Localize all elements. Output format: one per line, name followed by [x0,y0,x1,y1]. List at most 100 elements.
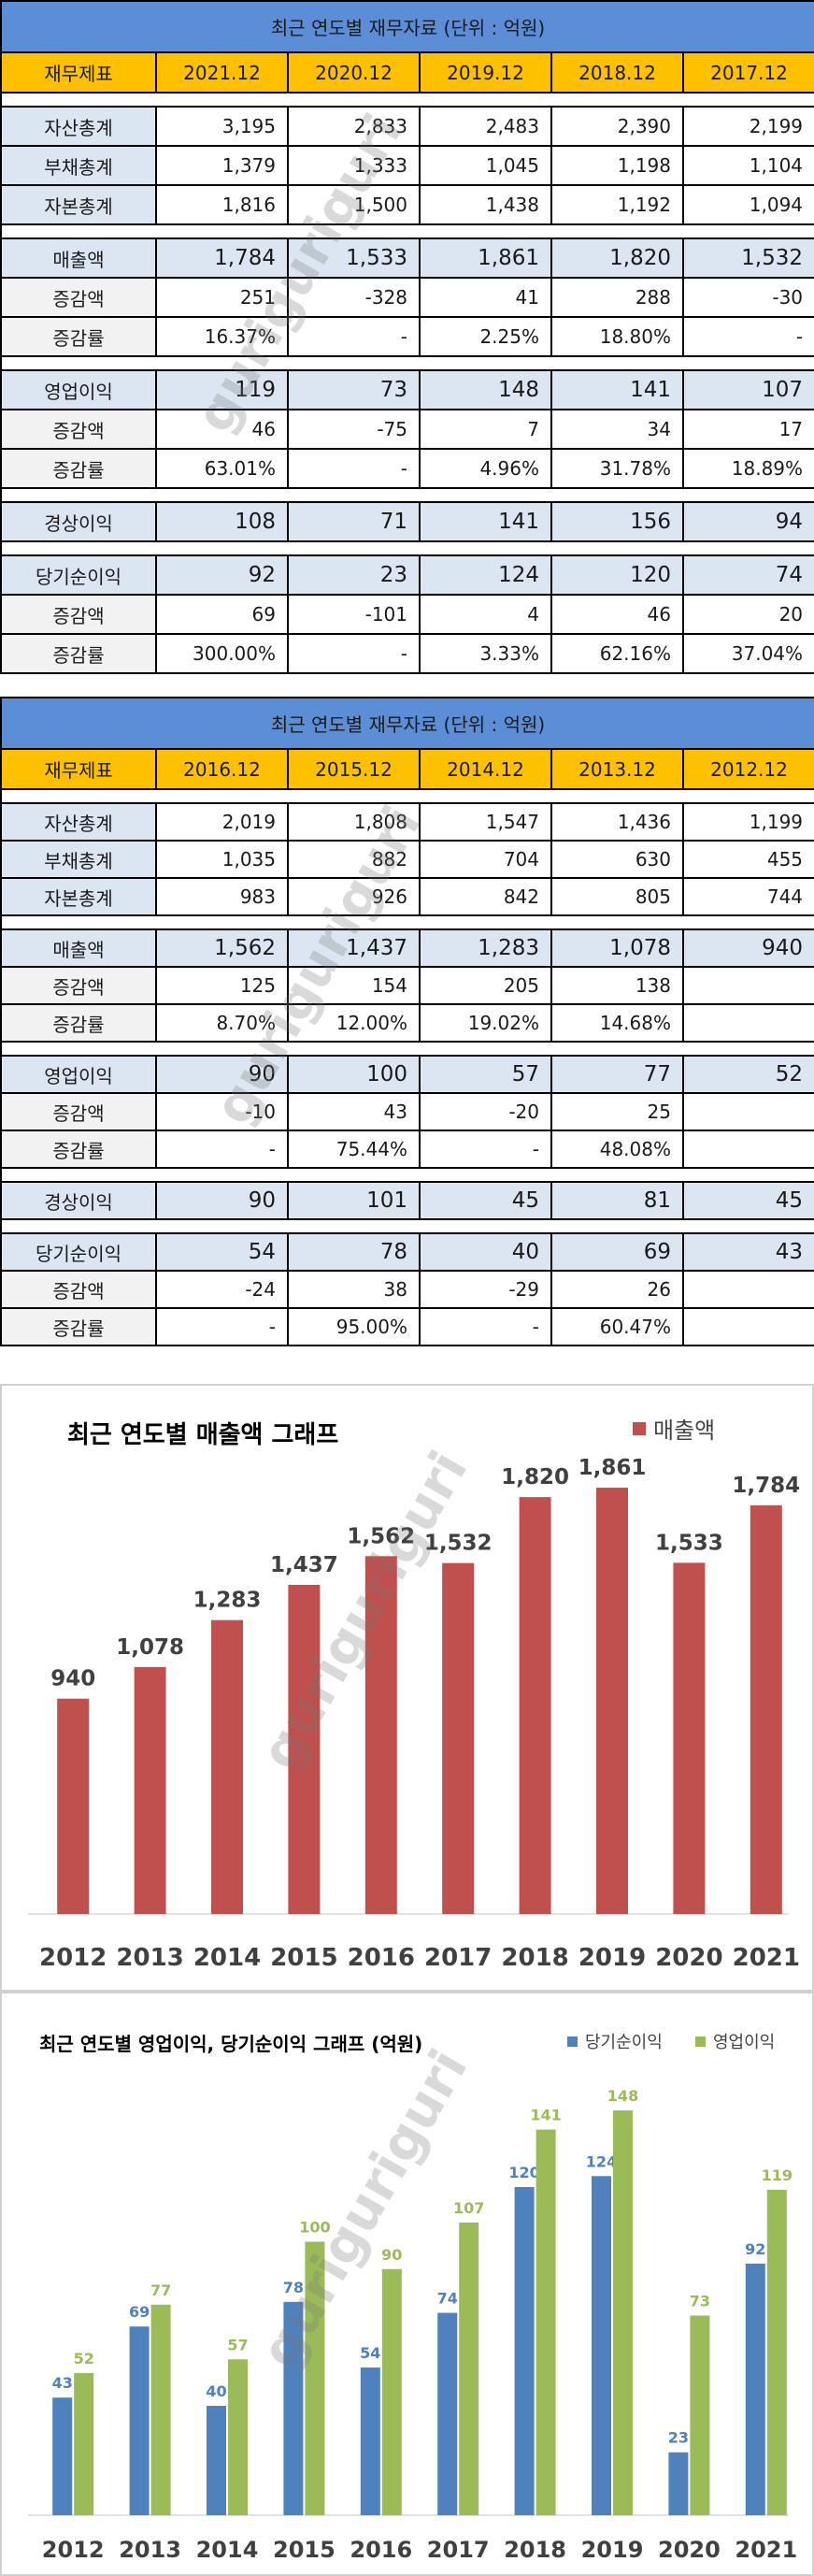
data-label: 54 [360,2344,380,2362]
row-gap [0,1218,814,1234]
cell-value: 19.02% [419,1003,552,1043]
cell-value: 43 [681,1232,814,1272]
row-label: 매출액 [0,928,157,968]
cell-value: 2,019 [155,802,289,842]
cell-value: 71 [287,501,421,542]
cell-value: 455 [681,840,814,879]
data-label: 69 [129,2303,150,2321]
cell-value: 882 [287,840,421,879]
cell-value: -30 [681,277,814,318]
cell-value: 1,379 [155,145,289,186]
table-row: 증감률 8.70% 12.00% 19.02% 14.68% [0,1003,814,1043]
net-income-legend-swatch [567,2036,578,2047]
cell-value: - [287,633,421,674]
cell-value: 90 [155,1181,289,1220]
table-row: 자본총계 983 926 842 805 744 [0,877,814,916]
cell-value: 48.08% [550,1130,684,1169]
header-year: 2019.12 [419,51,552,94]
x-tick-label: 2017 [424,1944,492,1972]
cell-value [681,1307,814,1346]
cell-value: 1,547 [419,802,552,842]
row-label: 증감률 [0,1130,157,1169]
cell-value: 2,390 [550,106,684,147]
cell-value: -24 [155,1270,289,1309]
cell-value: 1,436 [550,802,684,842]
header-year: 2015.12 [287,748,421,790]
cell-value: 16.37% [155,316,289,357]
bar [442,1562,475,1914]
cell-value: 1,192 [550,184,684,225]
cell-value: 251 [155,277,289,318]
row-label: 자본총계 [0,184,157,225]
data-label: 92 [745,2240,765,2258]
cell-value: 12.00% [287,1003,421,1043]
header-year: 2014.12 [419,748,552,790]
cell-value: 26 [550,1270,684,1309]
cell-value: 100 [287,1055,421,1094]
operating-income-bar [690,2315,710,2515]
table-row: 경상이익 108 71 141 156 94 [0,501,814,542]
net-income-bar [52,2397,73,2515]
header-year: 2016.12 [155,748,289,790]
row-label: 증감액 [0,409,157,450]
row-label: 경상이익 [0,1181,157,1220]
table-row: 증감액 -10 43 -20 25 [0,1092,814,1131]
cell-value: 63.01% [155,448,289,489]
header-year: 2021.12 [155,51,289,94]
cell-value: 57 [419,1055,552,1094]
data-label: 40 [206,2382,226,2400]
cell-value: 23 [287,554,421,596]
bar [134,1666,166,1914]
row-label: 증감액 [0,966,157,1005]
cell-value: 107 [681,369,814,410]
row-label: 증감액 [0,1270,157,1309]
operating-income-bar [536,2129,556,2515]
cell-value: 45 [681,1181,814,1220]
table-row: 증감률 -95.00% -60.47% [0,1307,814,1346]
cell-value: 3.33% [419,633,552,674]
cell-value: 300.00% [155,633,289,674]
table-row: 증감률 63.01% -4.96% 31.78% 18.89% [0,448,814,489]
table-row: 영업이익 90 100 57 77 52 [0,1055,814,1094]
cell-value: 43 [287,1092,421,1131]
table-row: 증감액 46 -75 7 34 17 [0,409,814,450]
cell-value: 141 [419,501,552,542]
cell-value: 1,078 [550,928,684,968]
row-label: 경상이익 [0,501,157,542]
revenue-legend: 매출액 [633,1412,715,1445]
header-year: 2017.12 [681,51,814,94]
data-label: 43 [52,2374,73,2392]
cell-value [681,1092,814,1131]
cell-value: 1,533 [287,237,421,279]
x-tick-label: 2013 [119,2537,181,2563]
profit-legend-net: 당기순이익 [567,2029,663,2053]
row-label: 당기순이익 [0,554,157,596]
cell-value: 148 [419,369,552,410]
table-row: 매출액 1,562 1,437 1,283 1,078 940 [0,928,814,968]
cell-value: 1,816 [155,184,289,225]
x-tick-label: 2018 [504,2537,566,2563]
net-income-bar [668,2452,689,2515]
row-label: 영업이익 [0,1055,157,1094]
header-year: 2020.12 [287,51,421,94]
cell-value [681,966,814,1005]
cell-value: -10 [155,1092,289,1131]
net-income-bar [745,2263,765,2515]
cell-value: 73 [287,369,421,410]
x-tick-label: 2015 [270,1944,337,1972]
cell-value: 2,833 [287,106,421,147]
data-label: 1,562 [347,1524,415,1548]
row-label: 증감률 [0,633,157,674]
table-title: 최근 연도별 재무자료 (단위 : 억원) [0,697,814,750]
table-row: 증감률 300.00% -3.33% 62.16% 37.04% [0,633,814,674]
cell-value: 62.16% [550,633,684,674]
cell-value: 54 [155,1232,289,1272]
cell-value: -75 [287,409,421,450]
table-row: 부채총계 1,035 882 704 630 455 [0,840,814,879]
cell-value: 926 [287,877,421,916]
data-label: 107 [453,2199,484,2217]
bar [750,1504,782,1914]
cell-value: 1,094 [681,184,814,225]
cell-value: -20 [419,1092,552,1131]
